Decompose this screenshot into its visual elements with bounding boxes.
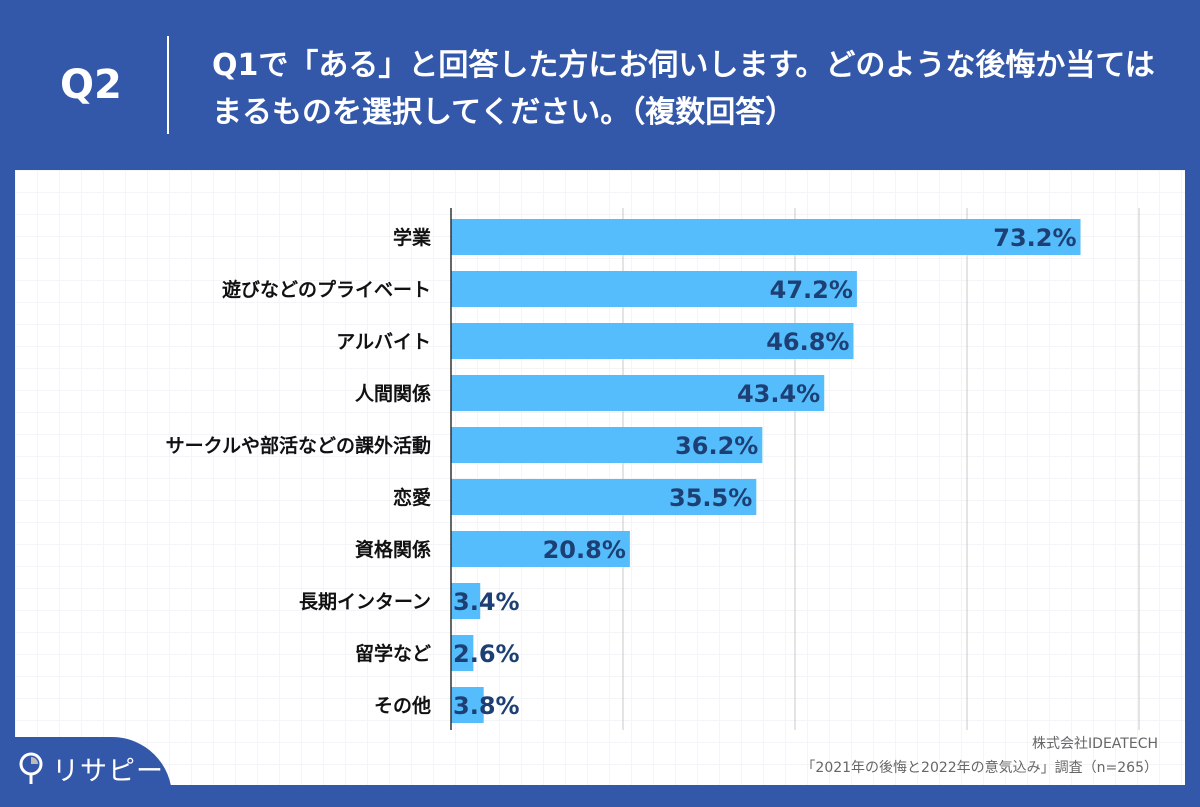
bar bbox=[451, 271, 857, 307]
question-number: Q2 bbox=[60, 62, 122, 108]
bar bbox=[451, 635, 474, 671]
bar bbox=[451, 687, 484, 723]
value-label: 3.8% bbox=[453, 692, 520, 720]
category-label: 留学など bbox=[355, 642, 431, 665]
category-label: その他 bbox=[374, 694, 431, 717]
bar bbox=[451, 479, 757, 515]
value-label: 47.2% bbox=[770, 276, 853, 304]
bar bbox=[451, 323, 854, 359]
bar bbox=[451, 427, 763, 463]
category-label: アルバイト bbox=[336, 331, 431, 353]
value-label: 3.4% bbox=[453, 588, 520, 616]
value-label: 35.5% bbox=[669, 484, 752, 512]
bar bbox=[451, 583, 481, 619]
bar-chart: 学業 73.2% 遊びなどのプライベート 47.2% アルバイト 46.8% 人間関係 43.… bbox=[166, 208, 1140, 730]
category-label: サークルや部活などの課外活動 bbox=[166, 434, 431, 457]
category-label: 資格関係 bbox=[355, 538, 431, 561]
source-note: 株式会社IDEATECH 「2021年の後悔と2022年の意気込み」調査（n=2… bbox=[801, 732, 1158, 780]
category-label: 恋愛 bbox=[393, 486, 431, 509]
logo: リサピー bbox=[0, 737, 172, 807]
value-label: 36.2% bbox=[675, 432, 758, 460]
value-label: 73.2% bbox=[993, 224, 1076, 252]
category-label: 遊びなどのプライベート bbox=[222, 278, 431, 301]
value-label: 43.4% bbox=[737, 380, 820, 408]
survey-info: 「2021年の後悔と2022年の意気込み」調査（n=265） bbox=[801, 760, 1158, 776]
pin-icon bbox=[19, 752, 43, 784]
category-label: 学業 bbox=[393, 226, 432, 249]
category-label: 長期インターン bbox=[299, 591, 431, 613]
question-title: Q1で「ある」と回答した方にお伺いします。どのような後悔か当てはまるものを選択し… bbox=[212, 48, 1155, 130]
value-label: 20.8% bbox=[543, 536, 626, 564]
value-label: 46.8% bbox=[766, 328, 849, 356]
logo-text: リサピー bbox=[52, 756, 164, 787]
company: 株式会社IDEATECH bbox=[1032, 736, 1158, 752]
bar bbox=[451, 375, 825, 411]
category-label: 人間関係 bbox=[355, 382, 431, 405]
bar bbox=[451, 531, 630, 567]
divider bbox=[167, 36, 169, 134]
chart-panel: 学業 73.2% 遊びなどのプライベート 47.2% アルバイト 46.8% 人間関係 43.… bbox=[15, 170, 1185, 785]
bar bbox=[451, 219, 1081, 255]
value-label: 2.6% bbox=[453, 640, 520, 668]
